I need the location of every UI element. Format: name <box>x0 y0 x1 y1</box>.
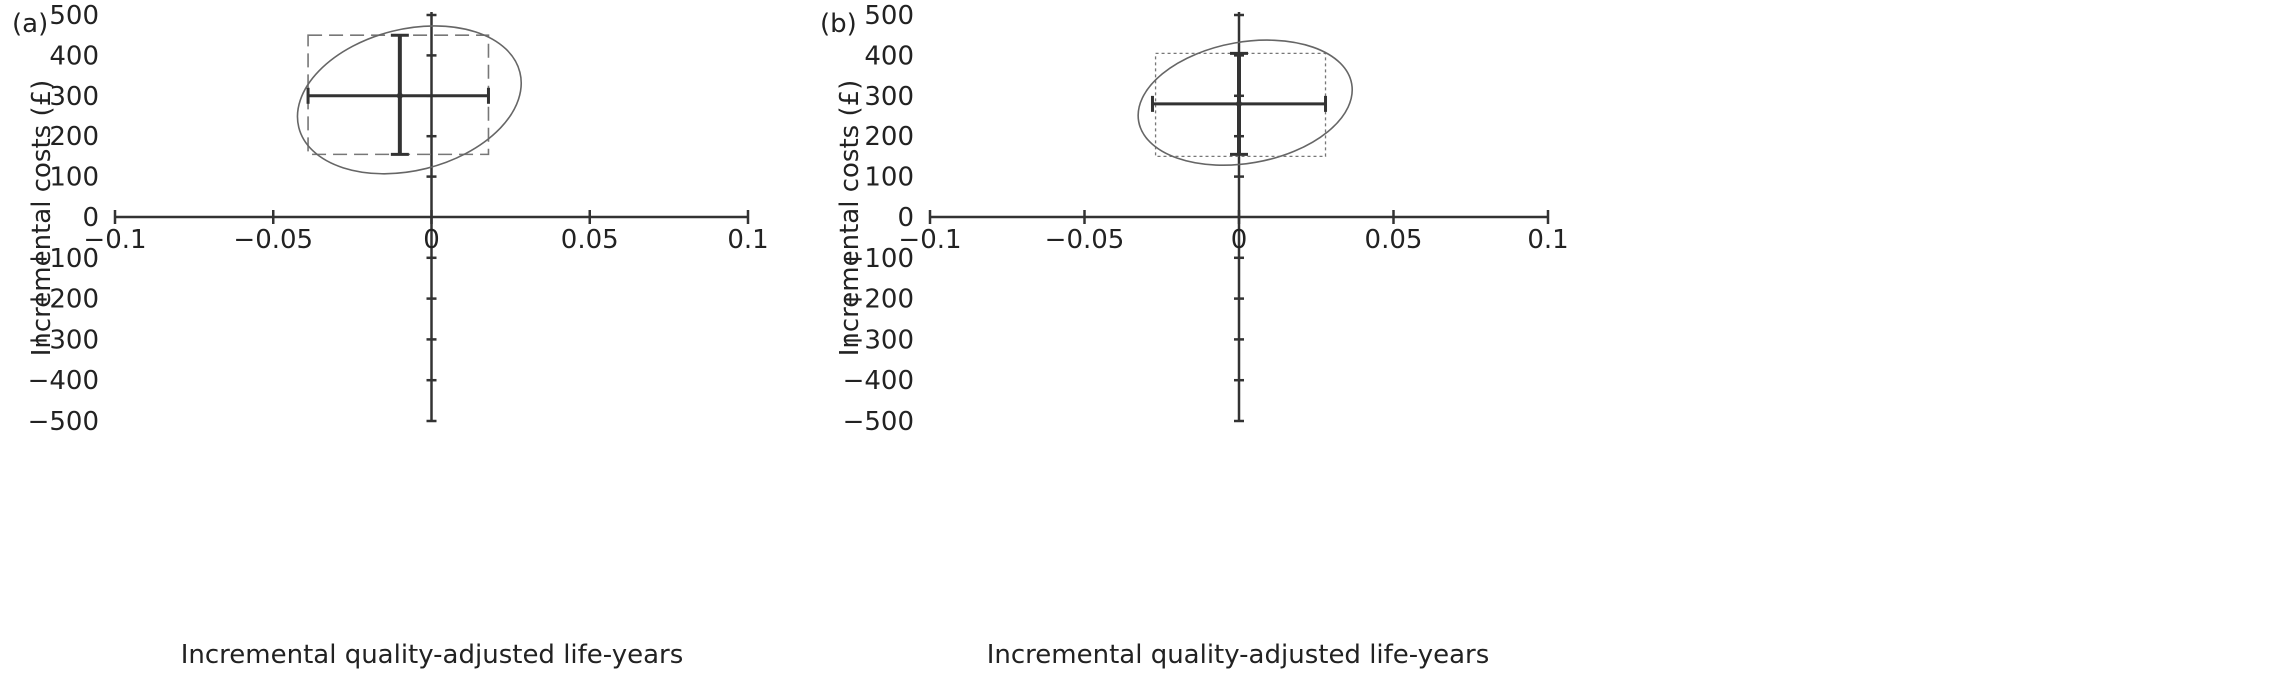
y-tick-label: −100 <box>28 244 99 274</box>
x-tick-label: 0 <box>423 225 440 255</box>
y-tick-label: −500 <box>28 407 99 437</box>
y-tick-label: −400 <box>28 366 99 396</box>
y-tick-label: 300 <box>49 82 99 112</box>
y-tick-label: 400 <box>864 41 914 71</box>
y-tick-label: −500 <box>843 407 914 437</box>
x-tick-label: 0.1 <box>1527 225 1568 255</box>
plot-area: −0.1 −0.05 0 0.05 0.1 500 400 300 200 100 0 −100 −20… <box>28 1 769 437</box>
x-axis-title: Incremental quality-adjusted life-years <box>987 640 1490 670</box>
y-tick-label: 500 <box>49 1 99 31</box>
point-estimate <box>1236 100 1242 107</box>
x-tick-label: −0.1 <box>898 225 961 255</box>
y-tick-label: 0 <box>897 203 914 233</box>
plot-area: −0.1 −0.05 0 0.05 0.1 500 400 300 200 100 0 −100 −20… <box>843 1 1569 437</box>
y-axis-title: Incremental costs (£) <box>835 80 865 357</box>
panel-b: (b) Incremental costs (£) Incremental qu… <box>820 1 1569 670</box>
y-tick-label: −300 <box>843 325 914 355</box>
confidence-ellipse <box>296 25 523 175</box>
y-tick-label: 0 <box>82 203 99 233</box>
y-tick-label: −300 <box>28 325 99 355</box>
y-tick-label: 400 <box>49 41 99 71</box>
confidence-ellipse <box>1137 39 1354 167</box>
panel-label: (b) <box>820 9 857 39</box>
y-tick-label: 300 <box>864 82 914 112</box>
x-tick-label: 0.05 <box>1365 225 1423 255</box>
x-tick-label: −0.05 <box>233 225 313 255</box>
y-tick-label: 100 <box>49 163 99 193</box>
x-axis-title: Incremental quality-adjusted life-years <box>181 640 684 670</box>
y-tick-label: −400 <box>843 366 914 396</box>
y-tick-label: 500 <box>864 1 914 31</box>
x-tick-label: −0.1 <box>83 225 146 255</box>
y-tick-label: 100 <box>864 163 914 193</box>
panel-a: (a) Incremental costs (£) Incremental qu… <box>12 1 769 670</box>
y-tick-label: −200 <box>843 285 914 315</box>
y-tick-label: −200 <box>28 285 99 315</box>
y-tick-label: 200 <box>864 122 914 152</box>
y-tick-label: −100 <box>843 244 914 274</box>
panel-label: (a) <box>12 9 48 39</box>
y-axis-title: Incremental costs (£) <box>27 80 57 357</box>
x-tick-label: 0.05 <box>561 225 619 255</box>
x-tick-label: −0.05 <box>1045 225 1125 255</box>
x-tick-label: 0.1 <box>727 225 768 255</box>
point-estimate <box>396 92 403 99</box>
y-tick-label: 200 <box>49 122 99 152</box>
x-tick-label: 0 <box>1231 225 1248 255</box>
